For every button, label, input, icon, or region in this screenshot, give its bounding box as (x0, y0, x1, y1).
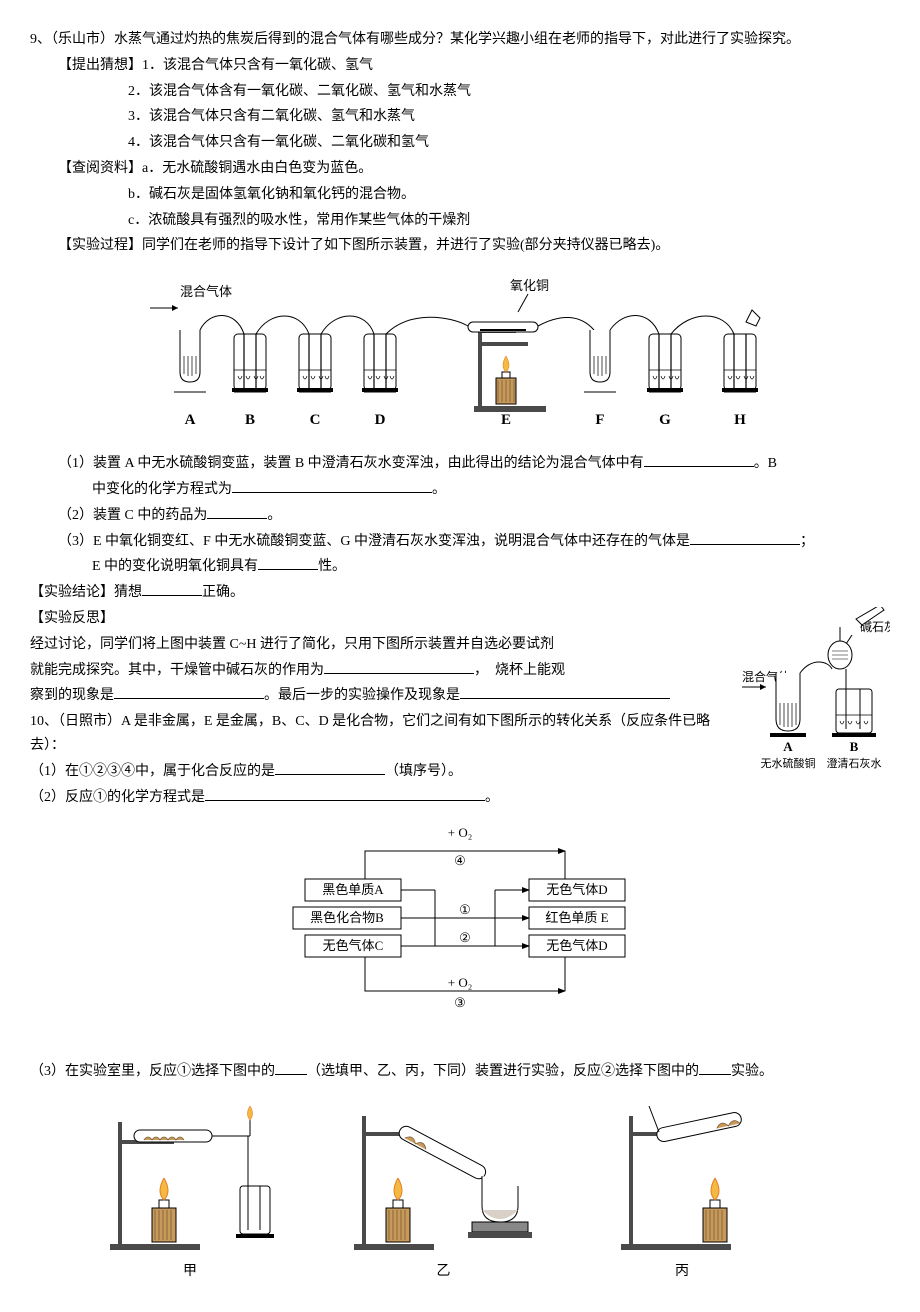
s3-mid: （选填甲、乙、丙，下同）装置进行实验，反应②选择下图中的 (307, 1064, 699, 1079)
conclusion-post: 正确。 (202, 585, 244, 600)
info-c: c．浓硫酸具有强烈的吸水性，常用作某些气体的干燥剂 (30, 209, 890, 233)
sub3-post: ； (800, 534, 814, 549)
panel-bing: 丙 (607, 1096, 757, 1284)
blank-conclusion[interactable] (142, 581, 202, 596)
panel-label-yi: 乙 (344, 1260, 544, 1284)
s1-pre: （1）在①②③④中，属于化合反应的是 (30, 764, 275, 779)
side-A: A (783, 739, 793, 754)
q9-info-row: 【查阅资料】a．无水硫酸铜遇水由白色变为蓝色。 (30, 157, 890, 181)
panel-label-bing: 丙 (607, 1260, 757, 1284)
reflect-l2-pre: 就能完成探究。其中，干燥管中碱石灰的作用为 (30, 663, 324, 678)
reflect-l3-pre: 察到的现象是 (30, 688, 114, 703)
blank-s1[interactable] (275, 760, 385, 775)
sub3-l2-post: 性。 (318, 559, 346, 574)
flow-box-Dbot: 无色气体D (546, 938, 607, 953)
blank-sub3b[interactable] (258, 555, 318, 570)
panel-yi: 乙 (344, 1096, 544, 1284)
flow-bot-o2: + O₂ (448, 975, 473, 990)
reflect-l2-mid: ， 烧杯上能观 (474, 663, 565, 678)
flow-box-E: 红色单质 E (545, 910, 608, 925)
q9-hypothesis-label: 【提出猜想】1．该混合气体只含有一氧化碳、氢气 (30, 54, 890, 78)
blank-sub1[interactable] (644, 452, 754, 467)
apparatus-figure: 混合气体 氧化铜 (30, 266, 890, 446)
side-A-name: 无水硫酸铜 (761, 756, 816, 770)
cuo-label: 氧化铜 (510, 278, 549, 293)
lbl-C: C (310, 412, 321, 428)
blank-reflect-a[interactable] (324, 659, 474, 674)
label-conclusion: 【实验结论】 (30, 585, 114, 600)
s3-post: 实验。 (731, 1064, 773, 1079)
q9-sub3: （3）E 中氧化铜变红、F 中无水硫酸铜变蓝、G 中澄清石灰水变浑浊，说明混合气… (30, 530, 890, 554)
label-info: 【查阅资料】 (58, 161, 142, 176)
flow-box-B: 黑色化合物B (310, 910, 384, 925)
q9-conclusion: 【实验结论】猜想 正确。 (30, 581, 890, 605)
sub1-l2-post: 。 (432, 482, 446, 497)
lbl-A: A (185, 412, 196, 428)
q9-sub2: （2）装置 C 中的药品为 。 (30, 504, 890, 528)
lbl-G: G (659, 412, 671, 428)
q9-sub3-line2: E 中的变化说明氧化铜具有 性。 (30, 555, 890, 579)
sub1-pre: （1）装置 A 中无水硫酸铜变蓝，装置 B 中澄清石灰水变浑浊，由此得出的结论为… (58, 456, 644, 471)
panel-label-jia: 甲 (100, 1260, 280, 1284)
flow-box-C: 无色气体C (323, 938, 384, 953)
q9-intro: 9、（乐山市）水蒸气通过灼热的焦炭后得到的混合气体有哪些成分？某化学兴趣小组在老… (30, 28, 890, 52)
blank-reflect-c[interactable] (460, 684, 670, 699)
lbl-D: D (375, 412, 386, 428)
side-B-name: 澄清石灰水 (827, 756, 882, 770)
flow-top-o2: + O₂ (448, 825, 473, 840)
flow-bot-num: ③ (454, 995, 466, 1010)
proc-text: 同学们在老师的指导下设计了如下图所示装置，并进行了实验(部分夹持仪器已略去)。 (142, 238, 669, 253)
conclusion-pre: 猜想 (114, 585, 142, 600)
q10-s2: （2）反应①的化学方程式是 。 (30, 786, 890, 810)
flow-top-num: ④ (454, 853, 466, 868)
sub2-post: 。 (267, 508, 281, 523)
lbl-E: E (501, 412, 511, 428)
sub3-pre: （3）E 中氧化铜变红、F 中无水硫酸铜变蓝、G 中澄清石灰水变浑浊，说明混合气… (58, 534, 690, 549)
blank-s3a[interactable] (275, 1060, 307, 1075)
sub3-l2-pre: E 中的变化说明氧化铜具有 (92, 559, 258, 574)
flow-mid2: ② (459, 930, 471, 945)
side-B: B (850, 739, 859, 754)
blank-s3b[interactable] (699, 1060, 731, 1075)
panel-jia: 甲 (100, 1096, 280, 1284)
s2-pre: （2）反应①的化学方程式是 (30, 790, 205, 805)
q9-sub1: （1）装置 A 中无水硫酸铜变蓝，装置 B 中澄清石灰水变浑浊，由此得出的结论为… (30, 452, 890, 476)
bottom-panels: 甲 乙 (30, 1096, 890, 1284)
sub1-l2-pre: 中变化的化学方程式为 (92, 482, 232, 497)
info-b: b．碱石灰是固体氢氧化钠和氧化钙的混合物。 (30, 183, 890, 207)
hypothesis-2: 2．该混合气体含有一氧化碳、二氧化碳、氢气和水蒸气 (30, 80, 890, 104)
hypothesis-1: 1．该混合气体只含有一氧化碳、氢气 (142, 58, 373, 73)
s1-post: （填序号）。 (385, 764, 462, 779)
label-hypothesis: 【提出猜想】 (58, 58, 142, 73)
s3-pre: （3）在实验室里，反应①选择下图中的 (30, 1064, 275, 1079)
sub2-pre: （2）装置 C 中的药品为 (58, 508, 207, 523)
flow-box-Dtop: 无色气体D (546, 882, 607, 897)
blank-sub2[interactable] (207, 504, 267, 519)
side-figure: 碱石灰 混合气体 A B 无水硫酸铜 澄清石灰水 (740, 607, 890, 787)
q9-sub1-line2: 中变化的化学方程式为 。 (30, 478, 890, 502)
q10-s3: （3）在实验室里，反应①选择下图中的 （选填甲、乙、丙，下同）装置进行实验，反应②… (30, 1060, 890, 1084)
s2-post: 。 (485, 790, 499, 805)
q9-proc-row: 【实验过程】同学们在老师的指导下设计了如下图所示装置，并进行了实验(部分夹持仪器… (30, 234, 890, 258)
blank-sub3[interactable] (690, 530, 800, 545)
hypothesis-3: 3．该混合气体只含有二氧化碳、氢气和水蒸气 (30, 105, 890, 129)
lbl-B: B (245, 412, 255, 428)
hypothesis-4: 4．该混合气体只含有一氧化碳、二氧化碳和氢气 (30, 131, 890, 155)
blank-reflect-b[interactable] (114, 684, 264, 699)
blank-sub1b[interactable] (232, 478, 432, 493)
reflect-l3-mid: 。最后一步的实验操作及现象是 (264, 688, 460, 703)
flow-diagram: + O₂ ④ 黑色单质A 黑色化合物B 无色气体C 无色气体D 红色单质 E 无… (30, 821, 890, 1050)
flow-box-A: 黑色单质A (322, 882, 384, 897)
label-proc: 【实验过程】 (58, 238, 142, 253)
blank-s2[interactable] (205, 786, 485, 801)
gas-label: 混合气体 (180, 284, 232, 299)
sub1-post: 。B (754, 456, 777, 471)
lbl-F: F (595, 412, 604, 428)
info-a: a．无水硫酸铜遇水由白色变为蓝色。 (142, 161, 372, 176)
flow-mid1: ① (459, 902, 471, 917)
lbl-H: H (734, 412, 746, 428)
